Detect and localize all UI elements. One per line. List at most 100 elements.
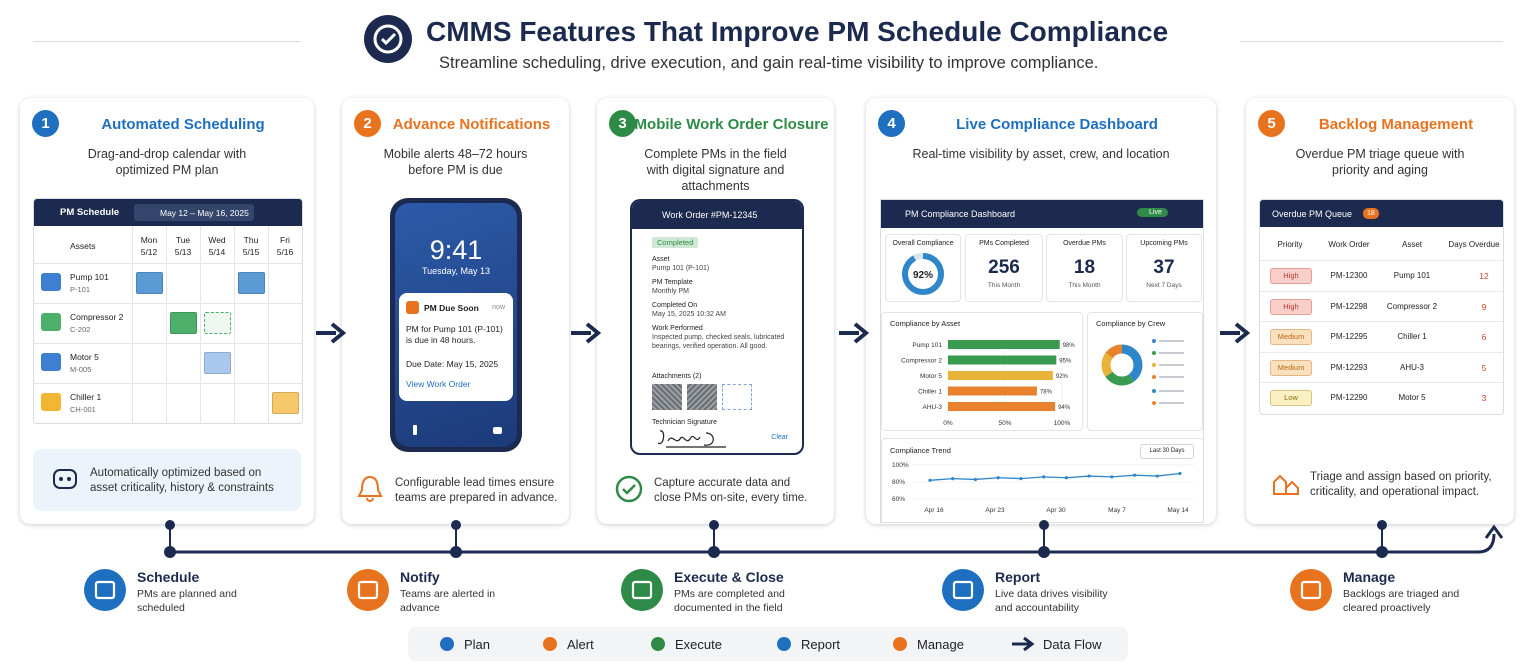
grid-row: [34, 383, 302, 384]
note-icon: [53, 469, 77, 489]
queue-table: Overdue PM Queue 18 Priority Work Order Asse…: [1259, 199, 1504, 415]
date-range-text: May 12 – May 16, 2025: [160, 208, 249, 218]
days-overdue: 3: [1481, 393, 1487, 403]
stage-title: Manage: [1343, 569, 1396, 585]
asset: Compressor 2: [1386, 301, 1438, 311]
work-order: PM-12300: [1330, 271, 1368, 280]
row-line: [1260, 290, 1503, 292]
stage-title: Report: [995, 569, 1041, 585]
icon-part: [53, 469, 77, 489]
step-number: 1: [32, 110, 59, 137]
day-date: 5/13: [174, 247, 192, 257]
card-description: Overdue PM triage queue with priority an…: [1295, 147, 1465, 177]
icon-bg: [621, 569, 663, 611]
step-number: 5: [1258, 110, 1285, 137]
day-date: 5/15: [242, 247, 260, 257]
trend-point: [1132, 473, 1137, 477]
legend-label: Manage: [917, 637, 964, 652]
stage-text: PMs are completed and documented in the …: [674, 588, 785, 614]
scheduled-pm: [238, 272, 265, 294]
days-overdue: 6: [1481, 332, 1487, 342]
bar-value-label: 92%: [1056, 374, 1069, 380]
attachments-label: Attachments (2): [652, 373, 702, 380]
subtitle: Streamline scheduling, drive execution, …: [439, 54, 1099, 72]
kpi-box: Overdue PMs 18 This Month: [1046, 234, 1123, 302]
kpi-value: 18: [1073, 257, 1096, 278]
kpi-box: Overall Compliance 92%: [885, 234, 961, 302]
stage-title: Execute & Close: [674, 569, 784, 585]
trend-panel: Compliance Trend Last 30 Days 100% 80% 60% Ap…: [881, 438, 1203, 522]
x-tick-label: 50%: [998, 420, 1011, 427]
timeline-dot: [1376, 546, 1388, 558]
asset-icon: [41, 273, 61, 291]
note-box: [33, 449, 301, 511]
bar-value-label: 94%: [1058, 405, 1071, 411]
kpi-label: Overdue PMs: [1063, 240, 1106, 247]
kpi-box: PMs Completed 256 This Month: [965, 234, 1043, 302]
range-select: Last 30 Days: [1140, 444, 1194, 459]
card-title: Backlog Management: [1318, 116, 1474, 133]
priority-pill: High: [1270, 298, 1312, 315]
trend-point: [996, 476, 1000, 480]
grid-column: [234, 226, 235, 423]
panel-title: Compliance by Asset: [890, 319, 961, 328]
card-title: Advance Notifications: [392, 116, 551, 133]
asset: AHU-3: [1399, 362, 1424, 372]
asset-icon: [41, 313, 61, 331]
view-link: View Work Order: [406, 379, 471, 389]
grid-row: [34, 303, 302, 304]
step-number: 2: [354, 110, 381, 137]
trend-point: [1087, 474, 1091, 478]
x-tick-label: Apr 23: [985, 507, 1005, 514]
asset-name: Motor 5: [70, 352, 99, 362]
wo-title: Work Order #PM-12345: [662, 210, 758, 220]
status-pill: Completed: [652, 237, 699, 248]
card-note: Configurable lead times ensure teams are…: [395, 477, 558, 504]
asset: Pump 101: [1393, 271, 1431, 280]
x-tick-label: Apr 30: [1046, 507, 1066, 514]
kpi-value: 37: [1153, 257, 1175, 278]
work-order-phone: Work Order #PM-12345 Completed Asset Pump 1…: [630, 199, 804, 455]
legend-dot: [1152, 389, 1156, 393]
grid-column: [166, 226, 167, 423]
note-icon: [1273, 474, 1299, 495]
trend-point: [973, 477, 978, 482]
card-description: Complete PMs in the field with digital s…: [644, 147, 787, 193]
attachment: [687, 384, 717, 410]
queue-title: Overdue PM Queue: [1272, 209, 1353, 219]
asset-name: Compressor 2: [70, 312, 124, 322]
donut-segment: [1101, 344, 1143, 386]
stage-icon: [1290, 569, 1332, 611]
card-description: Real-time visibility by asset, crew, and…: [912, 147, 1170, 161]
legend-dot: [1152, 375, 1156, 379]
bar-category: AHU-3: [922, 404, 942, 411]
day-name: Tue: [175, 235, 191, 245]
notification: PM Due Soon now PM for Pump 101 (P-101) is…: [399, 293, 513, 401]
trend-point: [1178, 471, 1182, 476]
kpi-label: Overall Compliance: [892, 240, 954, 247]
legend-label: Plan: [464, 637, 491, 652]
x-tick-label: May 7: [1108, 507, 1126, 514]
trend-point: [1042, 475, 1046, 479]
note-icon: [615, 475, 643, 503]
wo-field: PM Template Monthly PM: [652, 278, 787, 296]
bar: [948, 402, 1056, 411]
field-value: Inspected pump, checked seals, lubricate…: [652, 334, 785, 350]
day-name: Wed: [208, 235, 226, 245]
attachment: [652, 384, 682, 410]
day-name: Thu: [243, 235, 259, 245]
field-value: Monthly PM: [652, 288, 689, 295]
stage-icon: [84, 569, 126, 611]
gauge-label: 92%: [913, 270, 933, 281]
wo-fields: Asset Pump 101 (P-101) PM Template Monthly …: [652, 255, 787, 356]
stage-text: PMs are planned and scheduled: [137, 588, 237, 614]
phone-date: Tuesday, May 13: [421, 266, 491, 276]
legend-label: Execute: [675, 637, 722, 652]
legend-dot: [543, 637, 557, 651]
day-name: Mon: [140, 235, 158, 245]
grid-column: [132, 226, 133, 423]
step-number: 4: [878, 110, 905, 137]
card-title: Mobile Work Order Closure: [634, 116, 829, 133]
row-line: [1260, 351, 1503, 353]
